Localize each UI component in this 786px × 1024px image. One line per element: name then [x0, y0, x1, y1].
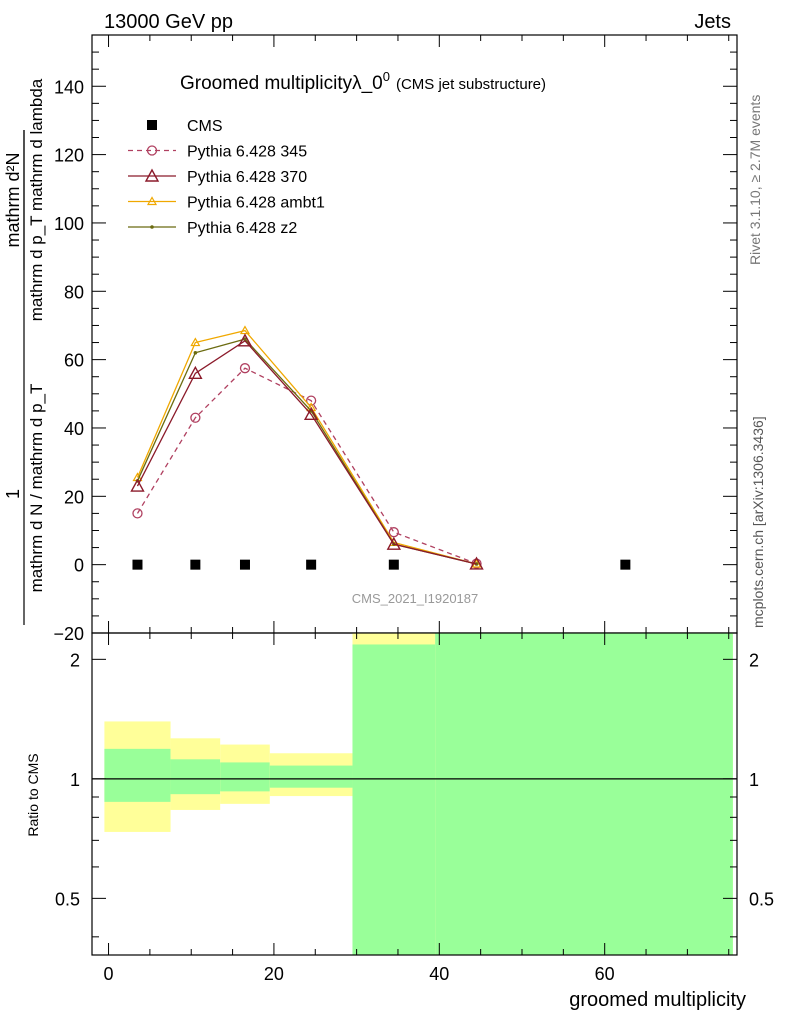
y-tick-label-1: 0: [74, 556, 84, 576]
series-2-point-2: [237, 333, 253, 347]
ratio-y-tick-label-right-0: 0.5: [749, 889, 774, 909]
legend-marker-2: [144, 168, 160, 182]
series-1-point-4: [388, 527, 399, 538]
legend-label-2: Pythia 6.428 370: [187, 169, 307, 186]
series-2-point-0: [130, 478, 145, 492]
series-1-point-1: [190, 412, 201, 423]
y-tick-label-7: 120: [54, 146, 84, 166]
y-tick-label-4: 60: [64, 351, 84, 371]
ratio-y-tick-label-left-1: 1: [70, 770, 80, 790]
series-1-point-3: [305, 395, 317, 406]
rivet-version-label: Rivet 3.1.10, ≥ 2.7M events: [747, 95, 763, 265]
ratio-y-tick-label-left-2: 2: [70, 650, 80, 670]
ylabel-numerator: 1: [3, 489, 23, 499]
x-tick-label-20: 20: [264, 964, 284, 984]
legend: CMS Pythia 6.428 345 Pythia 6.428 370 Pythi…: [128, 118, 325, 237]
ratio-panel: 0 20 40 60 0.5 0.5 1 1 2 2: [55, 632, 774, 984]
chart-title-main: Groomed multiplicityλ_0: [180, 73, 383, 94]
series-0-point-4: [388, 559, 399, 570]
series-0-point-3: [306, 559, 317, 570]
series-line-2: [136, 339, 477, 565]
ratio-inner-band-3: [269, 765, 353, 788]
xlabel: groomed multiplicity: [569, 989, 746, 1011]
ratio-y-tick-label-left-0: 0.5: [55, 889, 80, 909]
mcplots-label: mcplots.cern.ch [arXiv:1306.3436]: [750, 416, 766, 628]
header-jets-label: Jets: [694, 11, 731, 33]
ratio-y-tick-label-right-2: 2: [749, 650, 759, 670]
legend-marker-0: [147, 120, 157, 130]
chart-title: Groomed multiplicityλ_00 (CMS jet substru…: [180, 69, 546, 94]
ratio-y-tick-label-right-1: 1: [749, 770, 759, 790]
series-2-point-3: [303, 406, 319, 421]
series-line-4: [136, 338, 477, 565]
series-2-point-5: [469, 556, 484, 570]
analysis-watermark: CMS_2021_I1920187: [352, 591, 479, 606]
ratio-ylabel: Ratio to CMS: [25, 753, 41, 836]
ratio-inner-band-0: [104, 748, 171, 802]
y-tick-label-3: 40: [64, 419, 84, 439]
series-4-point-1: [193, 350, 198, 355]
ratio-inner-band-5: [435, 633, 733, 955]
legend-label-0: CMS: [187, 118, 223, 135]
ratio-inner-band-2: [220, 762, 270, 792]
series-line-1: [136, 367, 477, 565]
legend-marker-1: [146, 145, 158, 156]
series-0-point-0: [132, 559, 143, 570]
series-1-point-2: [239, 363, 251, 374]
y-tick-label-8: 140: [54, 77, 84, 97]
ylabel-right-numerator: mathrm d²N: [3, 152, 23, 247]
x-tick-label-0: 0: [104, 964, 114, 984]
chart-title-sub: (CMS jet substructure): [396, 76, 546, 93]
series-4-point-2: [243, 337, 247, 341]
legend-label-1: Pythia 6.428 345: [187, 144, 307, 161]
y-tick-label-2: 20: [64, 487, 84, 507]
series-2-point-1: [188, 365, 203, 379]
series-3-point-1: [190, 337, 201, 347]
header-process-label: 13000 GeV pp: [104, 11, 233, 33]
ratio-inner-band-4: [352, 644, 436, 955]
main-ylabel: 1 mathrm d N / mathrm d p_T mathrm d²N m…: [3, 78, 46, 625]
legend-label-3: Pythia 6.428 ambt1: [187, 195, 325, 212]
y-tick-label-6: 100: [54, 214, 84, 234]
ylabel-right-denominator: mathrm d p_T mathrm d lambda: [27, 78, 46, 321]
legend-label-4: Pythia 6.428 z2: [187, 220, 297, 237]
series-1-point-0: [132, 508, 143, 519]
legend-marker-3: [146, 196, 158, 206]
series-0-point-5: [620, 559, 631, 570]
y-tick-label-5: 80: [64, 282, 84, 302]
x-tick-label-40: 40: [429, 964, 449, 984]
legend-marker-4: [150, 225, 154, 229]
ratio-frame: [91, 632, 738, 956]
series-0-point-1: [190, 559, 201, 570]
x-tick-label-60: 60: [595, 964, 615, 984]
series-0-point-2: [239, 559, 250, 570]
series-line-3: [136, 329, 477, 565]
y-tick-label-0: −20: [53, 624, 84, 644]
chart-title-sup: 0: [383, 69, 390, 84]
series-2-point-4: [386, 536, 402, 550]
ratio-inner-band-1: [170, 759, 221, 795]
ylabel-denominator: mathrm d N / mathrm d p_T: [27, 384, 46, 593]
